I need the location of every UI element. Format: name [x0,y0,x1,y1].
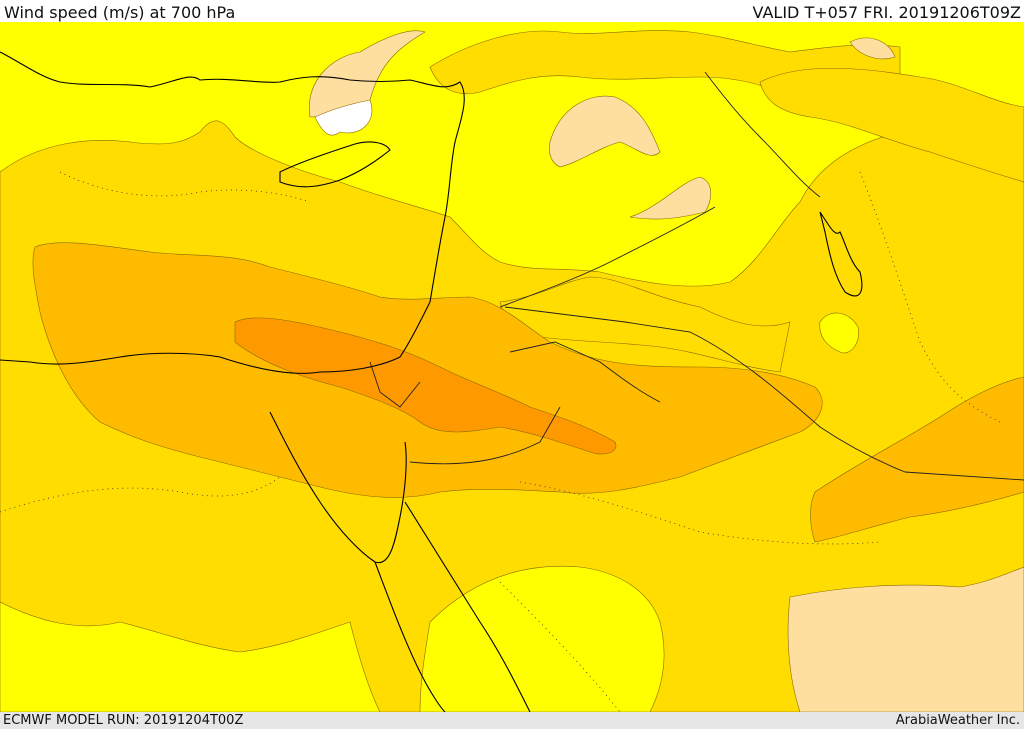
peach-zone-east [629,176,712,220]
peach-zone-central [549,95,661,168]
coastline-red-sea-east [404,501,531,713]
footer-bar: ECMWF MODEL RUN: 20191204T00Z ArabiaWeat… [0,712,1024,729]
map-area [0,22,1024,713]
dotted-boundary-5 [499,581,621,713]
valid-time: VALID T+057 FRI. 20191206T09Z [752,3,1021,22]
coastline-mediterranean [0,51,465,374]
band-1-south [419,566,665,713]
border-3 [509,341,661,403]
map-title: Wind speed (m/s) at 700 hPa [4,3,236,22]
model-run-label: ECMWF MODEL RUN: 20191204T00Z [3,713,244,728]
coastline-cyprus [279,141,391,188]
coastline-sinai [269,411,407,564]
band-1-southwest [0,601,381,713]
band-4-core [234,317,617,455]
credit-label: ArabiaWeather Inc. [895,713,1020,728]
coastline-red-sea-west [374,561,446,713]
band-3-east [810,376,1024,543]
border-2 [504,306,1024,481]
border-5 [369,361,421,408]
band-1-patch [819,312,860,354]
peach-zone-northeast [849,37,896,60]
border-4 [409,406,561,465]
peach-zone-southeast [787,566,1024,713]
border-1 [499,206,716,308]
border-6 [704,71,821,198]
title-bar: Wind speed (m/s) at 700 hPa VALID T+057 … [0,0,1024,22]
band-2-middle [499,276,791,373]
coastline-lake [819,211,863,297]
band-2-northeast [759,68,1024,183]
white-zone [314,99,373,136]
wind-speed-map [0,22,1024,713]
